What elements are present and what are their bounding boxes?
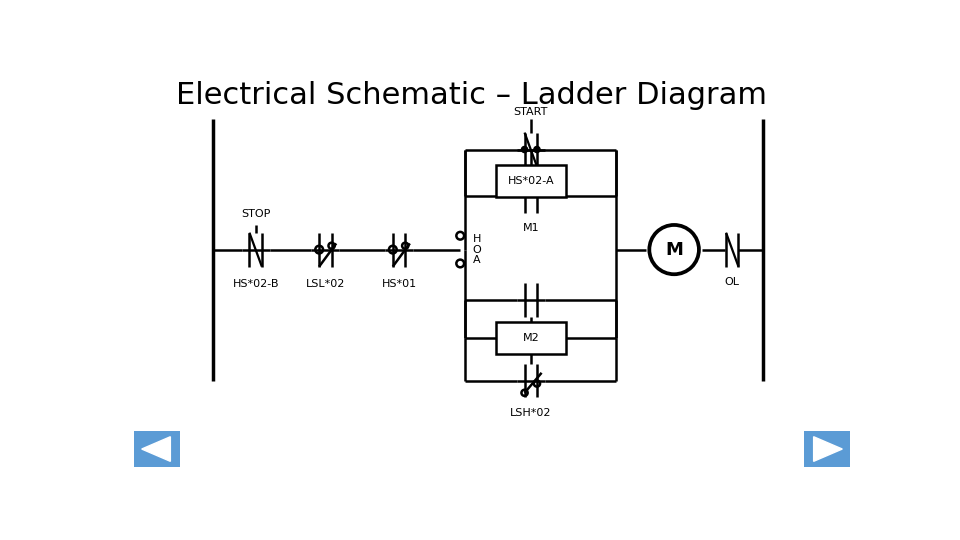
Text: Electrical Schematic – Ladder Diagram: Electrical Schematic – Ladder Diagram [176,81,767,110]
Text: LSL*02: LSL*02 [305,279,345,289]
Circle shape [534,146,540,153]
Text: M2: M2 [522,333,540,343]
Text: A: A [472,255,480,265]
Polygon shape [814,437,842,461]
Bar [496,322,565,354]
Text: OL: OL [725,278,740,287]
Text: O: O [472,245,481,254]
Text: LSH*02: LSH*02 [510,408,551,418]
Circle shape [521,146,528,153]
Text: M: M [665,241,684,259]
Text: START: START [514,107,548,117]
Bar [134,431,180,467]
Bar [804,431,850,467]
Text: HS*01: HS*01 [381,279,417,289]
Text: H: H [472,234,481,244]
Text: M1: M1 [522,224,540,233]
Text: HS*02-A: HS*02-A [508,176,554,186]
Polygon shape [142,437,170,461]
Text: STOP: STOP [241,209,271,219]
Bar [496,165,565,197]
Text: HS*02-B: HS*02-B [232,279,278,289]
